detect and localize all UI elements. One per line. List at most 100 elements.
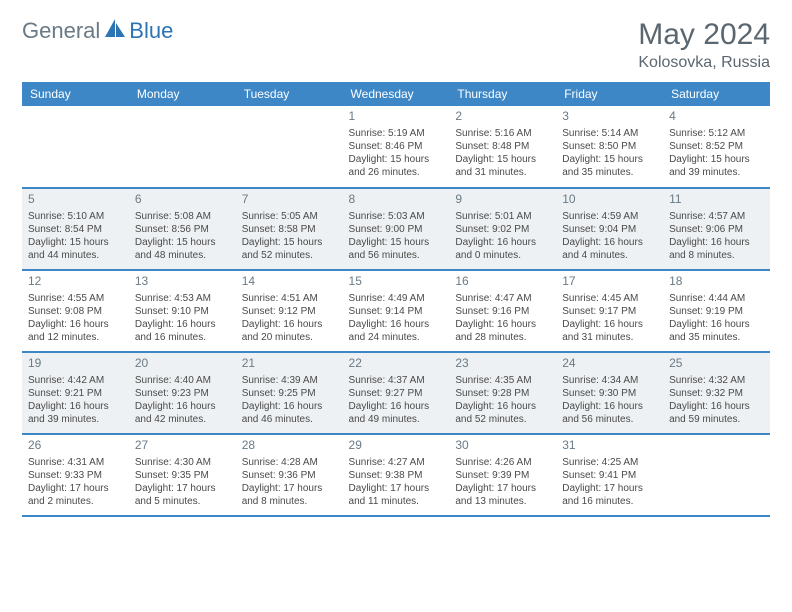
daylight-line: Daylight: 15 hours and 35 minutes.: [562, 153, 657, 179]
sunrise-line: Sunrise: 4:35 AM: [455, 374, 550, 387]
day-number: 24: [562, 356, 657, 372]
sunset-line: Sunset: 8:46 PM: [349, 140, 444, 153]
day-number: 2: [455, 109, 550, 125]
sunrise-line: Sunrise: 4:34 AM: [562, 374, 657, 387]
calendar-week-row: 26Sunrise: 4:31 AMSunset: 9:33 PMDayligh…: [22, 434, 770, 516]
calendar-day-cell: 31Sunrise: 4:25 AMSunset: 9:41 PMDayligh…: [556, 434, 663, 516]
daylight-line: Daylight: 17 hours and 2 minutes.: [28, 482, 123, 508]
daylight-line: Daylight: 16 hours and 28 minutes.: [455, 318, 550, 344]
daylight-line: Daylight: 16 hours and 46 minutes.: [242, 400, 337, 426]
sunset-line: Sunset: 9:41 PM: [562, 469, 657, 482]
calendar-day-cell: 22Sunrise: 4:37 AMSunset: 9:27 PMDayligh…: [343, 352, 450, 434]
sunrise-line: Sunrise: 5:03 AM: [349, 210, 444, 223]
calendar-day-cell: [22, 106, 129, 188]
day-number: 23: [455, 356, 550, 372]
sunset-line: Sunset: 9:25 PM: [242, 387, 337, 400]
calendar-day-cell: [129, 106, 236, 188]
daylight-line: Daylight: 17 hours and 8 minutes.: [242, 482, 337, 508]
calendar-day-cell: 17Sunrise: 4:45 AMSunset: 9:17 PMDayligh…: [556, 270, 663, 352]
sunset-line: Sunset: 8:54 PM: [28, 223, 123, 236]
sunset-line: Sunset: 8:48 PM: [455, 140, 550, 153]
sunset-line: Sunset: 9:00 PM: [349, 223, 444, 236]
sunset-line: Sunset: 9:39 PM: [455, 469, 550, 482]
sunset-line: Sunset: 9:28 PM: [455, 387, 550, 400]
sunset-line: Sunset: 9:17 PM: [562, 305, 657, 318]
sunset-line: Sunset: 9:10 PM: [135, 305, 230, 318]
daylight-line: Daylight: 15 hours and 44 minutes.: [28, 236, 123, 262]
calendar-week-row: 1 Sunrise: 5:19 AMSunset: 8:46 PM Daylight…: [22, 106, 770, 188]
sunset-line: Sunset: 9:30 PM: [562, 387, 657, 400]
sunrise-line: Sunrise: 5:01 AM: [455, 210, 550, 223]
day-number: 6: [135, 192, 230, 208]
sunset-line: Sunset: 8:58 PM: [242, 223, 337, 236]
sunset-line: Sunset: 8:50 PM: [562, 140, 657, 153]
sunrise-line: Sunrise: 5:19 AM: [349, 127, 444, 140]
sunset-line: Sunset: 9:27 PM: [349, 387, 444, 400]
header: General Blue May 2024 Kolosovka, Russia: [22, 18, 770, 72]
sunset-line: Sunset: 9:35 PM: [135, 469, 230, 482]
daylight-line: Daylight: 16 hours and 4 minutes.: [562, 236, 657, 262]
day-number: 31: [562, 438, 657, 454]
day-number: 22: [349, 356, 444, 372]
daylight-line: Daylight: 17 hours and 5 minutes.: [135, 482, 230, 508]
sunset-line: Sunset: 9:36 PM: [242, 469, 337, 482]
page-title: May 2024: [638, 18, 770, 52]
brand-part1: General: [22, 18, 100, 44]
day-number: 8: [349, 192, 444, 208]
calendar-day-cell: 15Sunrise: 4:49 AMSunset: 9:14 PMDayligh…: [343, 270, 450, 352]
daylight-line: Daylight: 15 hours and 39 minutes.: [669, 153, 764, 179]
sunrise-line: Sunrise: 4:51 AM: [242, 292, 337, 305]
day-number: 15: [349, 274, 444, 290]
brand-part2: Blue: [129, 18, 173, 44]
sunrise-line: Sunrise: 5:05 AM: [242, 210, 337, 223]
sunrise-line: Sunrise: 4:26 AM: [455, 456, 550, 469]
calendar-day-cell: 12Sunrise: 4:55 AMSunset: 9:08 PMDayligh…: [22, 270, 129, 352]
sunrise-line: Sunrise: 4:39 AM: [242, 374, 337, 387]
calendar-day-cell: 16Sunrise: 4:47 AMSunset: 9:16 PMDayligh…: [449, 270, 556, 352]
daylight-line: Daylight: 15 hours and 31 minutes.: [455, 153, 550, 179]
sunrise-line: Sunrise: 5:10 AM: [28, 210, 123, 223]
day-number: 11: [669, 192, 764, 208]
calendar-day-cell: 10Sunrise: 4:59 AMSunset: 9:04 PMDayligh…: [556, 188, 663, 270]
weekday-header: Tuesday: [236, 82, 343, 106]
sunset-line: Sunset: 8:52 PM: [669, 140, 764, 153]
sunrise-line: Sunrise: 4:37 AM: [349, 374, 444, 387]
calendar-day-cell: 3 Sunrise: 5:14 AMSunset: 8:50 PMDaylight…: [556, 106, 663, 188]
daylight-line: Daylight: 16 hours and 59 minutes.: [669, 400, 764, 426]
daylight-line: Daylight: 16 hours and 42 minutes.: [135, 400, 230, 426]
daylight-line: Daylight: 16 hours and 20 minutes.: [242, 318, 337, 344]
calendar-day-cell: 29Sunrise: 4:27 AMSunset: 9:38 PMDayligh…: [343, 434, 450, 516]
daylight-line: Daylight: 16 hours and 52 minutes.: [455, 400, 550, 426]
sunrise-line: Sunrise: 4:47 AM: [455, 292, 550, 305]
calendar-day-cell: [236, 106, 343, 188]
sunrise-line: Sunrise: 4:45 AM: [562, 292, 657, 305]
calendar-day-cell: 26Sunrise: 4:31 AMSunset: 9:33 PMDayligh…: [22, 434, 129, 516]
sunset-line: Sunset: 9:12 PM: [242, 305, 337, 318]
daylight-line: Daylight: 16 hours and 56 minutes.: [562, 400, 657, 426]
sunrise-line: Sunrise: 5:14 AM: [562, 127, 657, 140]
sunrise-line: Sunrise: 4:40 AM: [135, 374, 230, 387]
day-number: 21: [242, 356, 337, 372]
day-number: 1: [349, 109, 444, 125]
calendar-day-cell: 2Sunrise: 5:16 AMSunset: 8:48 PMDaylight…: [449, 106, 556, 188]
daylight-line: Daylight: 17 hours and 16 minutes.: [562, 482, 657, 508]
sunrise-line: Sunrise: 4:44 AM: [669, 292, 764, 305]
day-number: 3: [562, 109, 657, 125]
calendar-week-row: 19Sunrise: 4:42 AMSunset: 9:21 PMDayligh…: [22, 352, 770, 434]
sunrise-line: Sunrise: 4:49 AM: [349, 292, 444, 305]
sunset-line: Sunset: 8:56 PM: [135, 223, 230, 236]
day-number: 27: [135, 438, 230, 454]
calendar-week-row: 12Sunrise: 4:55 AMSunset: 9:08 PMDayligh…: [22, 270, 770, 352]
sunset-line: Sunset: 9:16 PM: [455, 305, 550, 318]
sunrise-line: Sunrise: 4:53 AM: [135, 292, 230, 305]
sunset-line: Sunset: 9:06 PM: [669, 223, 764, 236]
calendar-day-cell: 20Sunrise: 4:40 AMSunset: 9:23 PMDayligh…: [129, 352, 236, 434]
day-number: 12: [28, 274, 123, 290]
weekday-header: Sunday: [22, 82, 129, 106]
day-number: 28: [242, 438, 337, 454]
calendar-week-row: 5Sunrise: 5:10 AMSunset: 8:54 PMDaylight…: [22, 188, 770, 270]
sunset-line: Sunset: 9:38 PM: [349, 469, 444, 482]
daylight-line: Daylight: 17 hours and 13 minutes.: [455, 482, 550, 508]
calendar-day-cell: 1Sunrise: 5:19 AMSunset: 8:46 PMDaylight…: [343, 106, 450, 188]
daylight-line: Daylight: 16 hours and 24 minutes.: [349, 318, 444, 344]
